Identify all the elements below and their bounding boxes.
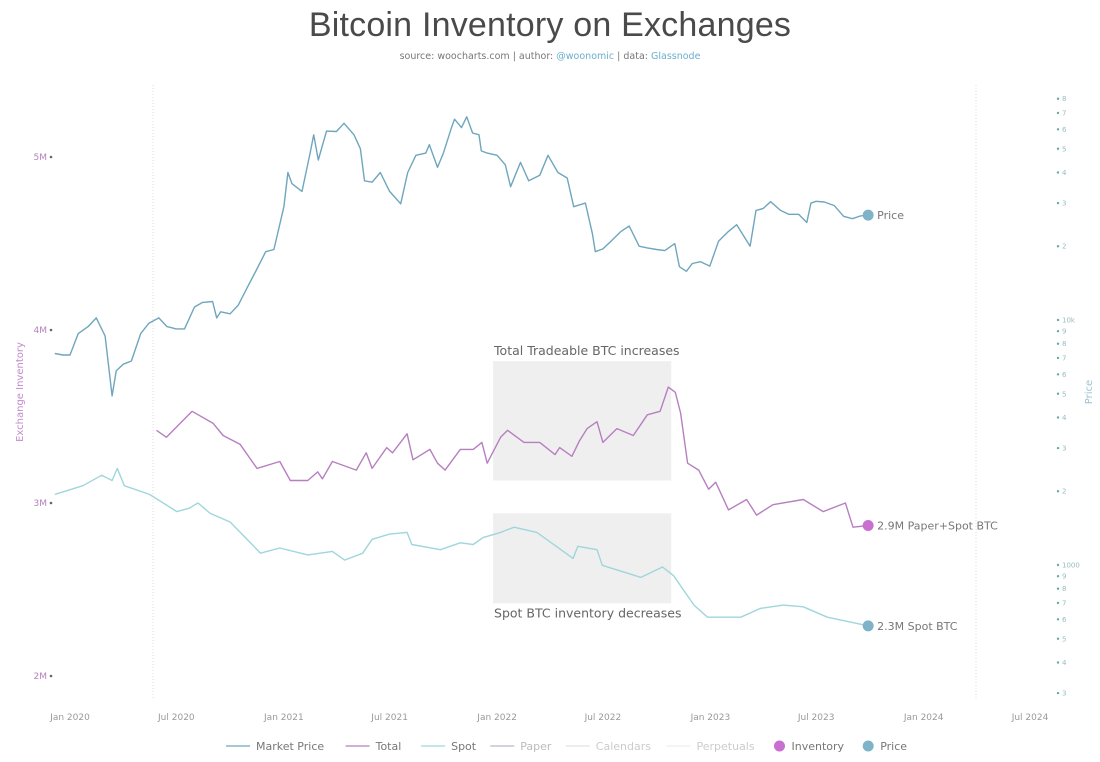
y-left-tick-mark: [49, 501, 53, 505]
y-right-tick-mark: [1056, 330, 1060, 333]
legend-item-label[interactable]: Total: [375, 740, 402, 753]
spot-line: [54, 467, 869, 627]
y-left-axis-title: Exchange Inventory: [15, 342, 26, 442]
y-right-tick-label: 7: [1062, 354, 1066, 362]
annotation-box: [493, 361, 672, 481]
y-right-tick-label: 4: [1062, 414, 1067, 422]
y-right-tick-mark: [1056, 201, 1060, 205]
y-right-tick-mark: [1056, 373, 1060, 376]
legend-item-label[interactable]: Price: [880, 740, 907, 753]
x-tick-label: Jan 2022: [476, 713, 517, 723]
y-right-tick-mark: [1056, 601, 1060, 605]
y-left-tick-label: 3M: [34, 499, 48, 509]
total-end-marker: [862, 519, 874, 531]
y-right-tick-label: 8: [1062, 585, 1066, 593]
y-right-tick-label: 5: [1062, 390, 1066, 398]
y-right-tick-mark: [1056, 245, 1060, 248]
y-right-tick-label: 9: [1062, 573, 1066, 581]
y-right-tick-mark: [1056, 691, 1060, 695]
y-left-tick-label: 2M: [34, 672, 48, 682]
y-right-tick-mark: [1056, 342, 1060, 345]
y-right-tick-mark: [1056, 318, 1060, 322]
y-right-tick-label: 6: [1062, 126, 1067, 134]
y-left-tick-mark: [49, 674, 53, 678]
x-tick-label: Jul 2022: [584, 713, 622, 723]
y-right-tick-mark: [1056, 490, 1060, 493]
y-right-tick-mark: [1056, 392, 1060, 395]
market-price-line: [54, 116, 869, 397]
spot-end-label: 2.3M Spot BTC: [877, 620, 958, 633]
y-right-tick-label: 7: [1062, 109, 1066, 117]
legend-item-label[interactable]: Market Price: [256, 740, 324, 753]
legend-dot-inventory: [774, 740, 785, 752]
y-right-tick-label: 5: [1062, 145, 1066, 153]
y-right-tick-mark: [1056, 618, 1060, 621]
y-right-tick-mark: [1056, 97, 1060, 100]
y-right-tick-label: 3: [1062, 445, 1066, 453]
annotation-label: Spot BTC inventory decreases: [494, 605, 681, 620]
y-right-tick-label: 3: [1062, 690, 1066, 698]
legend-item-label[interactable]: Perpetuals: [697, 740, 755, 753]
y-right-tick-mark: [1056, 147, 1060, 150]
source-text: source: woocharts.com | author:: [399, 51, 557, 62]
y-right-tick-label: 4: [1062, 169, 1067, 177]
y-right-tick-mark: [1056, 575, 1060, 578]
legend-item-label[interactable]: Calendars: [596, 740, 651, 753]
legend-item-label[interactable]: Inventory: [792, 740, 845, 753]
y-right-tick-mark: [1056, 171, 1060, 174]
x-tick-label: Jul 2020: [157, 713, 195, 723]
legend-dot-price: [862, 740, 874, 752]
y-right-tick-mark: [1056, 416, 1060, 419]
y-right-tick-label: 1000: [1062, 562, 1080, 570]
y-right-tick-label: 2: [1062, 243, 1066, 251]
y-left-tick-mark: [49, 328, 53, 332]
legend-item-label[interactable]: Spot: [451, 740, 477, 753]
y-right-tick-mark: [1056, 446, 1060, 450]
author-link[interactable]: @woonomic: [556, 51, 615, 62]
data-source-link[interactable]: Glassnode: [651, 51, 701, 62]
chart-title: Bitcoin Inventory on Exchanges: [308, 6, 792, 44]
annotation-box: [493, 513, 672, 604]
x-tick-label: Jul 2021: [370, 713, 408, 723]
y-left-tick-mark: [49, 155, 53, 159]
total-end-label: 2.9M Paper+Spot BTC: [877, 519, 998, 532]
y-right-tick-mark: [1056, 661, 1060, 664]
y-right-tick-label: 2: [1062, 488, 1066, 496]
y-right-tick-label: 4: [1062, 659, 1067, 667]
y-right-tick-label: 6: [1062, 616, 1067, 624]
y-right-tick-mark: [1056, 128, 1060, 131]
x-tick-label: Jul 2024: [1011, 713, 1049, 723]
y-right-tick-label: 8: [1062, 340, 1066, 348]
y-right-tick-mark: [1056, 111, 1060, 115]
y-right-tick-mark: [1056, 637, 1060, 640]
y-left-tick-label: 5M: [34, 153, 48, 163]
y-right-tick-label: 3: [1062, 200, 1066, 208]
y-left-tick-label: 4M: [34, 326, 48, 336]
y-right-tick-label: 9: [1062, 328, 1066, 336]
chart-subtitle: source: woocharts.com | author: @woonomi…: [0, 51, 1100, 62]
price-end-marker: [862, 209, 874, 221]
y-right-tick-label: 10k: [1062, 317, 1076, 325]
data-text: | data:: [614, 51, 651, 62]
x-tick-label: Jul 2023: [797, 713, 835, 723]
price-end-label: Price: [877, 209, 904, 222]
y-right-tick-mark: [1056, 587, 1060, 590]
y-right-tick-label: 7: [1062, 599, 1066, 607]
y-right-tick-label: 6: [1062, 371, 1067, 379]
y-right-axis-title: Price: [1084, 380, 1095, 404]
spot-end-marker: [862, 620, 874, 632]
y-right-tick-label: 5: [1062, 635, 1066, 643]
y-right-tick-mark: [1056, 563, 1060, 567]
x-tick-label: Jan 2023: [690, 713, 731, 723]
y-right-tick-label: 8: [1062, 95, 1066, 103]
x-tick-label: Jan 2021: [263, 713, 304, 723]
x-tick-label: Jan 2020: [49, 713, 90, 723]
annotation-label: Total Tradeable BTC increases: [493, 343, 680, 358]
x-tick-label: Jan 2024: [903, 713, 944, 723]
y-right-tick-mark: [1056, 356, 1060, 360]
total-line: [156, 386, 869, 528]
legend-item-label[interactable]: Paper: [520, 740, 552, 753]
